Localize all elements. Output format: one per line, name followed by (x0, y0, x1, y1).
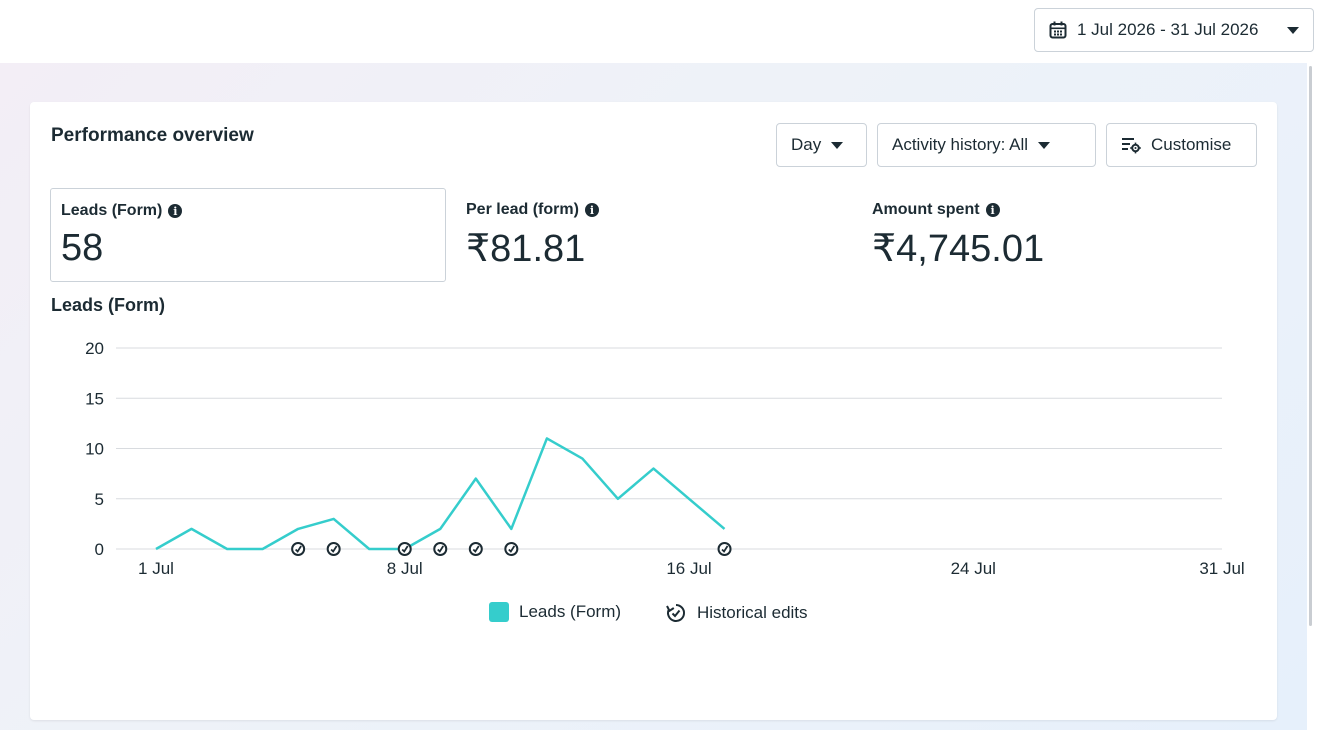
edit-marker-check (294, 545, 302, 553)
activity-history-dropdown[interactable]: Activity history: All (877, 123, 1096, 167)
historical-edit-marker[interactable] (326, 542, 341, 556)
y-tick-label: 20 (85, 339, 104, 358)
chevron-down-icon (831, 141, 844, 149)
date-range-picker[interactable]: 1 Jul 2026 - 31 Jul 2026 (1034, 8, 1314, 52)
edit-marker-ring (717, 542, 732, 556)
metric-per-lead-label: Per lead (form) (466, 201, 579, 218)
info-icon[interactable]: i (584, 203, 599, 217)
metric-per-lead[interactable]: Per lead (form) i ₹81.81 (456, 188, 852, 282)
x-tick-label: 16 Jul (666, 559, 711, 578)
legend-swatch (489, 602, 509, 622)
calendar-icon (1049, 21, 1067, 39)
metric-per-lead-label-wrap: Per lead (form) i (466, 201, 599, 219)
chart-legend-series[interactable]: Leads (Form) (489, 602, 621, 622)
metric-leads-form[interactable]: Leads (Form) i 58 (50, 188, 446, 282)
x-tick-label: 31 Jul (1199, 559, 1244, 578)
edit-marker-check (330, 545, 338, 553)
y-tick-label: 0 (95, 540, 104, 559)
metric-leads-label: Leads (Form) (61, 202, 163, 219)
edit-marker-check (401, 545, 409, 553)
metric-amount-spent-label-wrap: Amount spent i (872, 201, 1000, 219)
chart-legend-edits[interactable]: Historical edits (665, 602, 808, 624)
customise-button[interactable]: Customise (1106, 123, 1257, 167)
edit-marker-check (472, 545, 480, 553)
y-tick-label: 15 (85, 389, 104, 408)
chevron-down-icon (1287, 26, 1299, 34)
metric-amount-spent[interactable]: Amount spent i ₹4,745.01 (862, 188, 1258, 282)
metric-amount-spent-value: ₹4,745.01 (872, 228, 1045, 270)
y-tick-label: 10 (85, 440, 104, 459)
scrollbar-thumb[interactable] (1309, 66, 1312, 626)
edit-marker-ring (397, 542, 412, 556)
card-title: Performance overview (51, 125, 254, 146)
legend-edits-label: Historical edits (697, 603, 808, 622)
x-tick-label: 24 Jul (951, 559, 996, 578)
edit-marker-ring (504, 542, 519, 556)
date-range-label: 1 Jul 2026 - 31 Jul 2026 (1077, 20, 1259, 39)
series-line-leads-form (155, 437, 726, 551)
metric-per-lead-value: ₹81.81 (466, 228, 586, 270)
performance-overview-card: Performance overview Day Activity histor… (30, 102, 1277, 720)
leads-line-chart: 0 5 10 15 20 1 Jul 8 Jul 16 Jul 24 Jul 31 Jul (85, 339, 1245, 578)
historical-edit-marker[interactable] (468, 542, 483, 556)
edit-marker-ring (326, 542, 341, 556)
historical-edit-marker[interactable] (717, 542, 732, 556)
historical-edit-marker[interactable] (397, 542, 412, 556)
customise-label: Customise (1151, 135, 1232, 154)
info-icon[interactable]: i (985, 203, 1000, 217)
historical-edits-icon (666, 604, 685, 622)
chevron-down-icon (1038, 141, 1051, 149)
legend-series-label: Leads (Form) (519, 602, 622, 621)
top-bar: 1 Jul 2026 - 31 Jul 2026 (0, 0, 1325, 63)
historical-edit-marker[interactable] (433, 542, 448, 556)
metric-leads-label-wrap: Leads (Form) i (61, 202, 183, 220)
edit-marker-ring (291, 542, 306, 556)
x-tick-label: 1 Jul (138, 559, 174, 578)
granularity-dropdown[interactable]: Day (776, 123, 867, 167)
y-tick-label: 5 (95, 490, 104, 509)
edit-marker-check (437, 545, 445, 553)
granularity-label: Day (791, 135, 822, 154)
edit-marker-ring (433, 542, 448, 556)
historical-edit-marker[interactable] (291, 542, 306, 556)
chart-title: Leads (Form) (51, 295, 166, 315)
activity-history-label: Activity history: All (892, 135, 1029, 154)
customise-settings-icon (1122, 138, 1141, 154)
edit-marker-check (508, 545, 516, 553)
edit-marker-ring (468, 542, 483, 556)
metric-amount-spent-label: Amount spent (872, 201, 980, 218)
metric-leads-value: 58 (61, 227, 104, 269)
info-icon[interactable]: i (168, 204, 183, 218)
historical-edit-marker[interactable] (504, 542, 519, 556)
edit-marker-check (721, 545, 729, 553)
x-tick-label: 8 Jul (387, 559, 423, 578)
